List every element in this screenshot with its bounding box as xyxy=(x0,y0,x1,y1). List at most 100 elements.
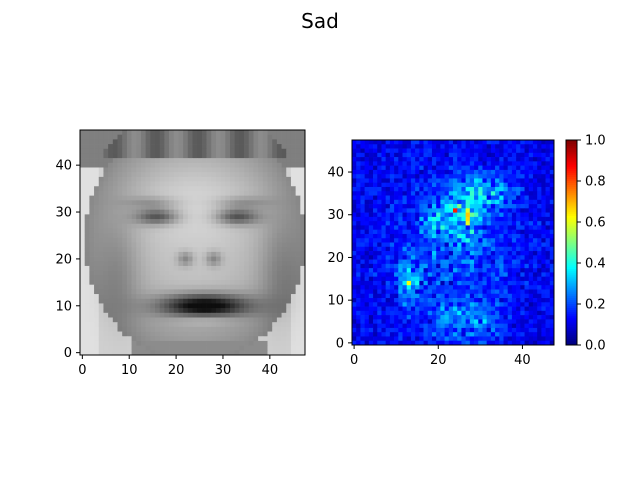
face-image-pixel xyxy=(141,158,146,163)
face-image-pixel xyxy=(230,158,235,163)
saliency-heatmap-pixel xyxy=(432,213,437,218)
face-image-pixel xyxy=(136,182,141,187)
face-image-pixel xyxy=(118,186,123,191)
saliency-heatmap-pixel xyxy=(390,328,395,333)
face-image-pixel xyxy=(103,322,108,327)
saliency-heatmap-pixel xyxy=(369,277,374,282)
face-image-pixel xyxy=(94,135,99,140)
saliency-heatmap-pixel xyxy=(386,200,391,205)
saliency-heatmap-pixel xyxy=(457,272,462,277)
saliency-heatmap-pixel xyxy=(440,272,445,277)
saliency-heatmap-pixel xyxy=(474,260,479,265)
saliency-heatmap-pixel xyxy=(428,336,433,341)
saliency-heatmap-pixel xyxy=(461,208,466,213)
saliency-heatmap-pixel xyxy=(352,268,357,273)
face-image-x-tick-label: 20 xyxy=(168,363,185,378)
face-image-pixel xyxy=(263,149,268,154)
face-image-pixel xyxy=(221,313,226,318)
saliency-heatmap-pixel xyxy=(529,234,534,239)
saliency-heatmap-pixel xyxy=(482,268,487,273)
saliency-heatmap-pixel xyxy=(478,153,483,158)
face-image-pixel xyxy=(127,158,132,163)
saliency-heatmap-pixel xyxy=(415,153,420,158)
saliency-heatmap-pixel xyxy=(352,191,357,196)
face-image-pixel xyxy=(89,266,94,271)
face-image-pixel xyxy=(89,257,94,262)
saliency-heatmap-pixel xyxy=(474,247,479,252)
face-image-pixel xyxy=(202,158,207,163)
saliency-heatmap-pixel xyxy=(470,157,475,162)
face-image-pixel xyxy=(103,196,108,201)
saliency-heatmap-pixel xyxy=(495,328,500,333)
face-image-pixel xyxy=(216,200,221,205)
face-image-pixel xyxy=(263,219,268,224)
face-image-pixel xyxy=(225,289,230,294)
face-image-pixel xyxy=(164,224,169,229)
saliency-heatmap-pixel xyxy=(411,298,416,303)
face-image-pixel xyxy=(282,191,287,196)
saliency-heatmap-pixel xyxy=(352,285,357,290)
face-image-pixel xyxy=(253,144,258,149)
saliency-heatmap-pixel xyxy=(377,268,382,273)
saliency-heatmap-pixel xyxy=(449,153,454,158)
face-image-pixel xyxy=(282,186,287,191)
saliency-heatmap-pixel xyxy=(407,260,412,265)
saliency-heatmap-pixel xyxy=(491,234,496,239)
saliency-heatmap-pixel xyxy=(440,311,445,316)
face-image-pixel xyxy=(89,191,94,196)
face-image-pixel xyxy=(113,238,118,243)
face-image-pixel xyxy=(239,247,244,252)
saliency-heatmap-pixel xyxy=(445,221,450,226)
face-image-pixel xyxy=(268,299,273,304)
saliency-heatmap-pixel xyxy=(365,328,370,333)
saliency-heatmap-pixel xyxy=(365,260,370,265)
face-image-pixel xyxy=(249,200,254,205)
face-image-pixel xyxy=(253,299,258,304)
face-image-pixel xyxy=(99,172,104,177)
face-image-pixel xyxy=(202,341,207,346)
saliency-heatmap-pixel xyxy=(533,336,538,341)
saliency-heatmap-pixel xyxy=(411,264,416,269)
face-image-pixel xyxy=(282,163,287,168)
saliency-heatmap-pixel xyxy=(445,208,450,213)
saliency-heatmap-pixel xyxy=(453,140,458,145)
saliency-heatmap-pixel xyxy=(457,324,462,329)
face-image-pixel xyxy=(249,224,254,229)
face-image-pixel xyxy=(80,153,85,158)
face-image-pixel xyxy=(197,135,202,140)
saliency-heatmap-pixel xyxy=(533,281,538,286)
face-image-pixel xyxy=(178,280,183,285)
face-image-pixel xyxy=(291,332,296,337)
saliency-heatmap-pixel xyxy=(428,255,433,260)
saliency-heatmap-pixel xyxy=(491,191,496,196)
face-image-pixel xyxy=(122,294,127,299)
saliency-heatmap-pixel xyxy=(415,204,420,209)
face-image-pixel xyxy=(216,303,221,308)
face-image-pixel xyxy=(108,299,113,304)
saliency-heatmap-pixel xyxy=(516,281,521,286)
saliency-heatmap-pixel xyxy=(512,225,517,230)
saliency-heatmap-pixel xyxy=(398,174,403,179)
face-image-pixel xyxy=(188,252,193,257)
saliency-heatmap-pixel xyxy=(386,315,391,320)
saliency-heatmap-pixel xyxy=(516,183,521,188)
saliency-heatmap-pixel xyxy=(478,289,483,294)
saliency-heatmap-pixel xyxy=(373,174,378,179)
saliency-heatmap-pixel xyxy=(394,298,399,303)
saliency-heatmap-pixel xyxy=(449,298,454,303)
face-image-pixel xyxy=(230,257,235,262)
face-image-pixel xyxy=(291,233,296,238)
saliency-heatmap-pixel xyxy=(436,170,441,175)
face-image-pixel xyxy=(85,139,90,144)
saliency-heatmap-pixel xyxy=(478,191,483,196)
saliency-heatmap-pixel xyxy=(419,144,424,149)
saliency-heatmap-pixel xyxy=(403,161,408,166)
face-image-pixel xyxy=(207,233,212,238)
saliency-heatmap-pixel xyxy=(478,230,483,235)
saliency-heatmap-pixel xyxy=(394,204,399,209)
saliency-heatmap-pixel xyxy=(419,260,424,265)
face-image-pixel xyxy=(127,299,132,304)
saliency-heatmap-pixel xyxy=(436,298,441,303)
saliency-heatmap-pixel xyxy=(529,217,534,222)
saliency-heatmap-pixel xyxy=(508,277,513,282)
